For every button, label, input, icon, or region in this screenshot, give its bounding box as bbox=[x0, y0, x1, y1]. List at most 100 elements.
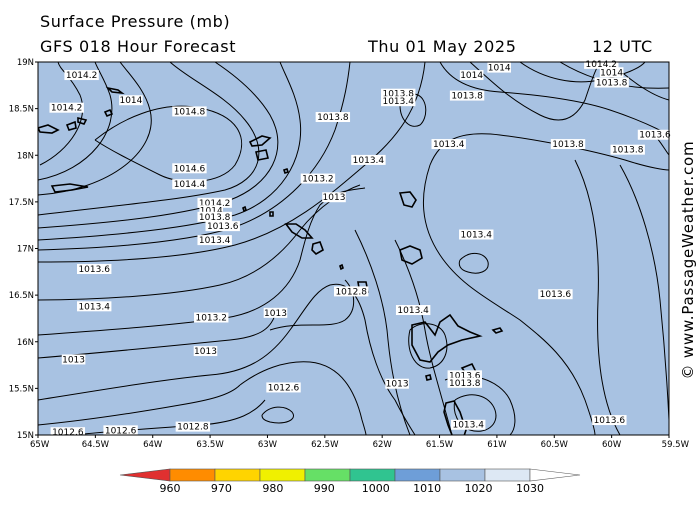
contour-label: 1013.8 bbox=[610, 144, 645, 156]
lat-label: 17N bbox=[17, 245, 34, 255]
svg-text:1013.4: 1013.4 bbox=[382, 97, 414, 107]
isobar bbox=[261, 406, 294, 424]
svg-text:1013.8: 1013.8 bbox=[552, 140, 584, 150]
isobar bbox=[619, 164, 669, 421]
isobar bbox=[38, 384, 241, 426]
island-st-kitts bbox=[284, 223, 314, 239]
island-nevis bbox=[311, 241, 324, 255]
contour-label: 1014.8 bbox=[172, 106, 207, 117]
lon-label: 60.5W bbox=[541, 440, 569, 450]
svg-text:1013.2: 1013.2 bbox=[302, 175, 334, 185]
svg-text:1014: 1014 bbox=[200, 206, 223, 216]
island-anguilla bbox=[248, 135, 272, 147]
isobar bbox=[453, 394, 497, 432]
lat-label: 15N bbox=[17, 431, 34, 441]
isobar bbox=[469, 62, 601, 121]
contour-label: 1014 bbox=[119, 95, 143, 106]
svg-text:1014.6: 1014.6 bbox=[174, 164, 206, 174]
svg-text:1013: 1013 bbox=[323, 193, 346, 203]
island-st-barts bbox=[282, 167, 290, 175]
lat-label: 17.5N bbox=[9, 198, 34, 208]
contour-label: 1014.2 bbox=[49, 102, 84, 114]
legend-color-swatch bbox=[529, 468, 581, 482]
isobar bbox=[38, 314, 276, 359]
legend-color-swatch bbox=[119, 468, 171, 482]
legend-tick-label: 960 bbox=[160, 482, 181, 495]
island-vieques bbox=[65, 120, 77, 131]
svg-text:1013.6: 1013.6 bbox=[540, 290, 572, 300]
isobar bbox=[38, 62, 279, 229]
lat-label: 16N bbox=[17, 338, 34, 348]
contour-label: 1012.6 bbox=[50, 427, 86, 438]
contour-label: 1012.8 bbox=[334, 286, 369, 297]
svg-text:1013.4: 1013.4 bbox=[461, 231, 493, 241]
svg-text:1014.2: 1014.2 bbox=[66, 71, 98, 81]
svg-text:1013.4: 1013.4 bbox=[78, 302, 110, 312]
lon-label: 63W bbox=[258, 440, 278, 450]
svg-text:1013.8: 1013.8 bbox=[449, 379, 481, 389]
svg-text:1013.6: 1013.6 bbox=[207, 222, 239, 232]
contour-label: 1014 bbox=[459, 70, 484, 81]
svg-text:1013.4: 1013.4 bbox=[353, 156, 385, 166]
legend-color-swatch bbox=[214, 468, 261, 482]
svg-text:1013.2: 1013.2 bbox=[195, 314, 227, 324]
contour-label: 1013.8 bbox=[550, 139, 586, 150]
svg-text:1013.8: 1013.8 bbox=[451, 92, 483, 102]
lon-label: 64W bbox=[143, 440, 163, 450]
svg-text:1012.6: 1012.6 bbox=[105, 426, 137, 436]
isobar bbox=[38, 62, 351, 251]
contour-label: 1014 bbox=[487, 62, 512, 74]
contour-label: 1013.8 bbox=[315, 112, 351, 123]
legend-tick-label: 1000 bbox=[362, 482, 390, 495]
svg-text:1013.4: 1013.4 bbox=[397, 306, 429, 316]
svg-text:1014: 1014 bbox=[488, 64, 511, 74]
legend-tick-label: 1030 bbox=[516, 482, 544, 495]
lon-label: 59.5W bbox=[662, 440, 690, 450]
forecast-label: GFS 018 Hour Forecast bbox=[40, 37, 237, 56]
svg-text:1013.8: 1013.8 bbox=[199, 213, 231, 223]
isobar bbox=[38, 62, 302, 241]
contour-label: 1013.2 bbox=[194, 312, 229, 324]
contour-label: 1013.8 bbox=[594, 77, 629, 89]
lat-label: 19N bbox=[17, 58, 34, 68]
svg-text:1012.6: 1012.6 bbox=[268, 383, 300, 393]
contour-label: 1013 bbox=[263, 307, 288, 319]
contour-label: 1012.6 bbox=[103, 425, 138, 436]
contour-label: 1013.6 bbox=[538, 289, 573, 300]
svg-text:1014.2: 1014.2 bbox=[586, 60, 618, 70]
legend-color-swatch bbox=[304, 468, 351, 482]
svg-text:1014: 1014 bbox=[600, 68, 623, 78]
contour-label: 1014.2 bbox=[584, 58, 619, 70]
island-st-martin bbox=[255, 149, 269, 161]
lon-label: 60W bbox=[602, 440, 622, 450]
island-saba bbox=[242, 205, 247, 213]
legend-color-swatch bbox=[349, 468, 396, 482]
isobar bbox=[394, 239, 453, 435]
lon-label: 62.5W bbox=[311, 440, 339, 450]
lon-label: 61.5W bbox=[426, 440, 454, 450]
island-statia bbox=[269, 211, 274, 217]
island-barbuda bbox=[398, 191, 417, 208]
contour-label: 1014.4 bbox=[172, 179, 207, 190]
svg-text:1013.4: 1013.4 bbox=[433, 140, 465, 150]
contour-label: 1014.6 bbox=[172, 163, 207, 174]
contour-label: 1014.2 bbox=[197, 197, 232, 209]
isobar bbox=[422, 164, 596, 435]
land-outlines bbox=[38, 86, 504, 435]
island-antigua bbox=[399, 245, 423, 265]
legend-color-swatch bbox=[484, 468, 531, 482]
svg-text:1013.6: 1013.6 bbox=[449, 371, 481, 381]
isobar bbox=[39, 62, 84, 166]
legend-color-swatch bbox=[259, 468, 306, 482]
svg-text:1013: 1013 bbox=[264, 309, 287, 319]
lat-label: 18.5N bbox=[9, 105, 34, 115]
contour-label: 1012.6 bbox=[266, 382, 301, 393]
contour-label: 1013.4 bbox=[77, 301, 112, 312]
svg-text:1013.8: 1013.8 bbox=[317, 113, 349, 123]
chart-title: Surface Pressure (mb) bbox=[40, 12, 231, 31]
contour-label: 1013.6 bbox=[592, 415, 627, 426]
isobar bbox=[239, 361, 367, 435]
island-st-croix bbox=[50, 183, 89, 193]
